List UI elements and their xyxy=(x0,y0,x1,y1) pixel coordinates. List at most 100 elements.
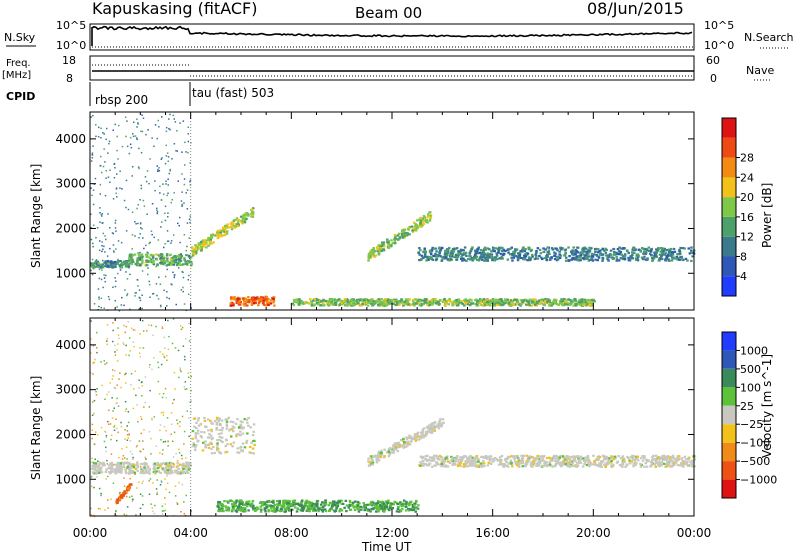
echo-cell xyxy=(584,304,588,307)
echo-cell xyxy=(321,505,325,509)
echo-cell xyxy=(330,508,334,511)
echo-cell xyxy=(532,302,535,305)
echo-cell xyxy=(246,502,250,505)
scatter-cell xyxy=(132,329,135,331)
scatter-cell xyxy=(142,237,144,239)
echo-cell xyxy=(681,463,685,466)
echo-cell xyxy=(119,463,123,467)
echo-cell xyxy=(322,502,326,505)
echo-cell xyxy=(459,459,463,463)
echo-cell xyxy=(212,445,215,449)
scatter-cell xyxy=(141,114,143,116)
echo-cell xyxy=(567,455,570,458)
echo-cell xyxy=(488,299,492,302)
scatter-cell xyxy=(183,178,186,180)
echo-cell xyxy=(475,302,479,306)
scatter-cell xyxy=(184,337,187,340)
echo-cell xyxy=(229,302,232,305)
echo-cell xyxy=(178,263,181,266)
echo-cell xyxy=(551,248,555,251)
echo-cell xyxy=(434,247,437,250)
echo-cell xyxy=(538,254,541,258)
scatter-cell xyxy=(126,294,128,297)
echo-cell xyxy=(107,262,110,265)
echo-cell xyxy=(250,303,254,306)
scatter-cell xyxy=(93,486,95,489)
scatter-cell xyxy=(183,234,186,236)
echo-cell xyxy=(94,462,98,465)
echo-cell xyxy=(423,253,427,256)
scatter-cell xyxy=(93,443,96,446)
echo-cell xyxy=(468,255,471,258)
echo-cell xyxy=(624,465,627,468)
echo-cell xyxy=(172,463,176,466)
echo-cell xyxy=(462,252,466,255)
echo-cell xyxy=(498,304,501,307)
echo-cell xyxy=(160,259,163,262)
echo-cell xyxy=(424,430,428,433)
echo-cell xyxy=(609,249,613,252)
echo-cell xyxy=(173,260,176,264)
scatter-cell xyxy=(116,402,118,404)
echo-cell xyxy=(561,299,564,302)
echo-cell xyxy=(375,300,378,303)
echo-cell xyxy=(393,500,396,503)
echo-cell xyxy=(446,455,449,458)
scatter-cell xyxy=(128,337,131,339)
scatter-cell xyxy=(175,150,177,152)
echo-cell xyxy=(208,243,212,246)
echo-cell xyxy=(200,246,203,249)
echo-cell xyxy=(527,246,530,249)
echo-cell xyxy=(293,502,297,505)
scatter-cell xyxy=(187,293,190,296)
echo-cell xyxy=(230,503,234,506)
echo-cell xyxy=(101,266,105,269)
echo-cell xyxy=(394,303,397,307)
scatter-cell xyxy=(90,227,92,229)
echo-cell xyxy=(488,459,492,462)
echo-cell xyxy=(166,464,170,467)
echo-cell xyxy=(425,301,429,304)
echo-cell xyxy=(491,460,494,463)
echo-cell xyxy=(264,510,267,513)
echo-cell xyxy=(474,465,478,468)
echo-cell xyxy=(387,240,390,243)
echo-cell xyxy=(165,461,169,465)
echo-cell xyxy=(296,502,300,505)
echo-cell xyxy=(194,448,197,451)
echo-cell xyxy=(239,423,242,426)
scatter-cell xyxy=(190,400,192,402)
scatter-cell xyxy=(151,368,153,371)
echo-cell xyxy=(287,499,290,502)
scatter-cell xyxy=(184,358,186,361)
echo-cell xyxy=(372,456,375,459)
scatter-cell xyxy=(165,430,167,432)
echo-cell xyxy=(660,257,664,261)
echo-cell xyxy=(283,510,286,513)
echo-cell xyxy=(223,224,227,227)
scatter-cell xyxy=(166,305,168,307)
echo-cell xyxy=(400,438,403,442)
echo-cell xyxy=(680,255,683,258)
scatter-cell xyxy=(108,298,111,301)
scatter-cell xyxy=(112,340,114,343)
echo-cell xyxy=(399,503,402,506)
echo-cell xyxy=(331,302,335,305)
echo-cell xyxy=(483,464,486,468)
echo-cell xyxy=(518,254,522,257)
echo-cell xyxy=(395,442,399,445)
echo-cell xyxy=(498,456,502,459)
scatter-cell xyxy=(162,441,165,443)
echo-cell xyxy=(259,510,263,513)
echo-cell xyxy=(143,466,146,469)
echo-cell xyxy=(658,257,662,260)
scatter-cell xyxy=(138,308,140,310)
echo-cell xyxy=(250,505,253,508)
echo-cell xyxy=(291,508,294,511)
echo-cell xyxy=(599,252,602,255)
echo-cell xyxy=(504,457,507,461)
scatter-cell xyxy=(94,177,97,180)
echo-cell xyxy=(386,238,389,241)
echo-cell xyxy=(618,246,621,249)
echo-cell xyxy=(417,438,421,441)
